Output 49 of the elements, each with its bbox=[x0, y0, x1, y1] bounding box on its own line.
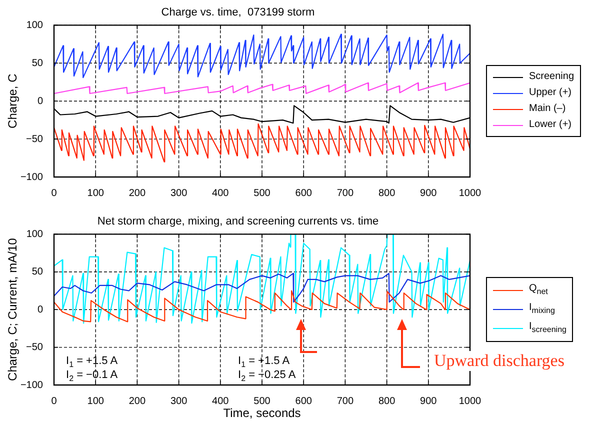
x-tick-label: 400 bbox=[212, 396, 230, 407]
y-tick-label: 0 bbox=[37, 96, 44, 107]
legend-label: I$_{mixing}$ bbox=[529, 301, 555, 318]
y-axis-title: Charge, C bbox=[6, 73, 20, 128]
annotation: I$_{1}$ = +1.5 A bbox=[238, 355, 290, 370]
x-tick-label: 500 bbox=[254, 396, 271, 407]
x-tick-label: 300 bbox=[170, 396, 188, 407]
legend-label: Upper (+) bbox=[529, 86, 572, 100]
y-tick-label: −50 bbox=[26, 134, 44, 145]
y-tick-label: −50 bbox=[26, 342, 44, 354]
y-axis-title: Charge, C; Current, mA/10 bbox=[6, 238, 20, 381]
x-tick-label: 700 bbox=[336, 188, 354, 199]
x-tick-label: 1000 bbox=[458, 396, 482, 407]
legend-label: Q$_{net}$ bbox=[529, 282, 548, 298]
y-tick-label: 50 bbox=[32, 266, 44, 278]
annotation: I$_{2}$ = −0.1 A bbox=[66, 369, 118, 384]
y-tick-label: −100 bbox=[20, 380, 44, 391]
annotation: I$_{1}$ = +1.5 A bbox=[66, 355, 118, 370]
chart-title: Charge vs. time, 073199 storm bbox=[161, 6, 315, 19]
legend-label: Main (–) bbox=[529, 102, 566, 116]
x-tick-label: 300 bbox=[170, 188, 188, 199]
x-tick-label: 800 bbox=[378, 188, 396, 199]
annotation: I$_{2}$ = −0.25 A bbox=[238, 369, 296, 384]
x-tick-label: 800 bbox=[378, 396, 396, 407]
x-tick-label: 200 bbox=[128, 396, 146, 407]
legend-label: Lower (+) bbox=[529, 118, 572, 132]
legend-label: I$_{screening}$ bbox=[529, 320, 566, 336]
y-tick-label: 100 bbox=[26, 228, 44, 240]
y-tick-label: 100 bbox=[26, 20, 44, 31]
x-tick-label: 200 bbox=[128, 188, 146, 199]
x-tick-label: 1000 bbox=[458, 188, 482, 199]
x-tick-label: 900 bbox=[420, 188, 438, 199]
x-tick-label: 700 bbox=[336, 396, 354, 407]
x-tick-label: 100 bbox=[87, 396, 104, 407]
x-tick-label: 0 bbox=[51, 396, 58, 407]
x-axis-title: Time, seconds bbox=[223, 406, 301, 420]
x-tick-label: 600 bbox=[295, 396, 312, 407]
legend-label: Screening bbox=[529, 70, 574, 84]
annotation: Upward discharges bbox=[434, 351, 564, 371]
x-tick-label: 500 bbox=[254, 188, 271, 199]
y-tick-label: −100 bbox=[20, 172, 44, 183]
chart-title: Net storm charge, mixing, and screening currents vs. time bbox=[97, 216, 379, 228]
x-tick-label: 900 bbox=[420, 396, 438, 407]
x-tick-label: 100 bbox=[87, 188, 104, 199]
x-tick-label: 400 bbox=[212, 188, 230, 199]
x-tick-label: 600 bbox=[295, 188, 312, 199]
y-tick-label: 0 bbox=[37, 304, 44, 316]
x-tick-label: 0 bbox=[51, 188, 58, 199]
y-tick-label: 50 bbox=[32, 58, 44, 69]
